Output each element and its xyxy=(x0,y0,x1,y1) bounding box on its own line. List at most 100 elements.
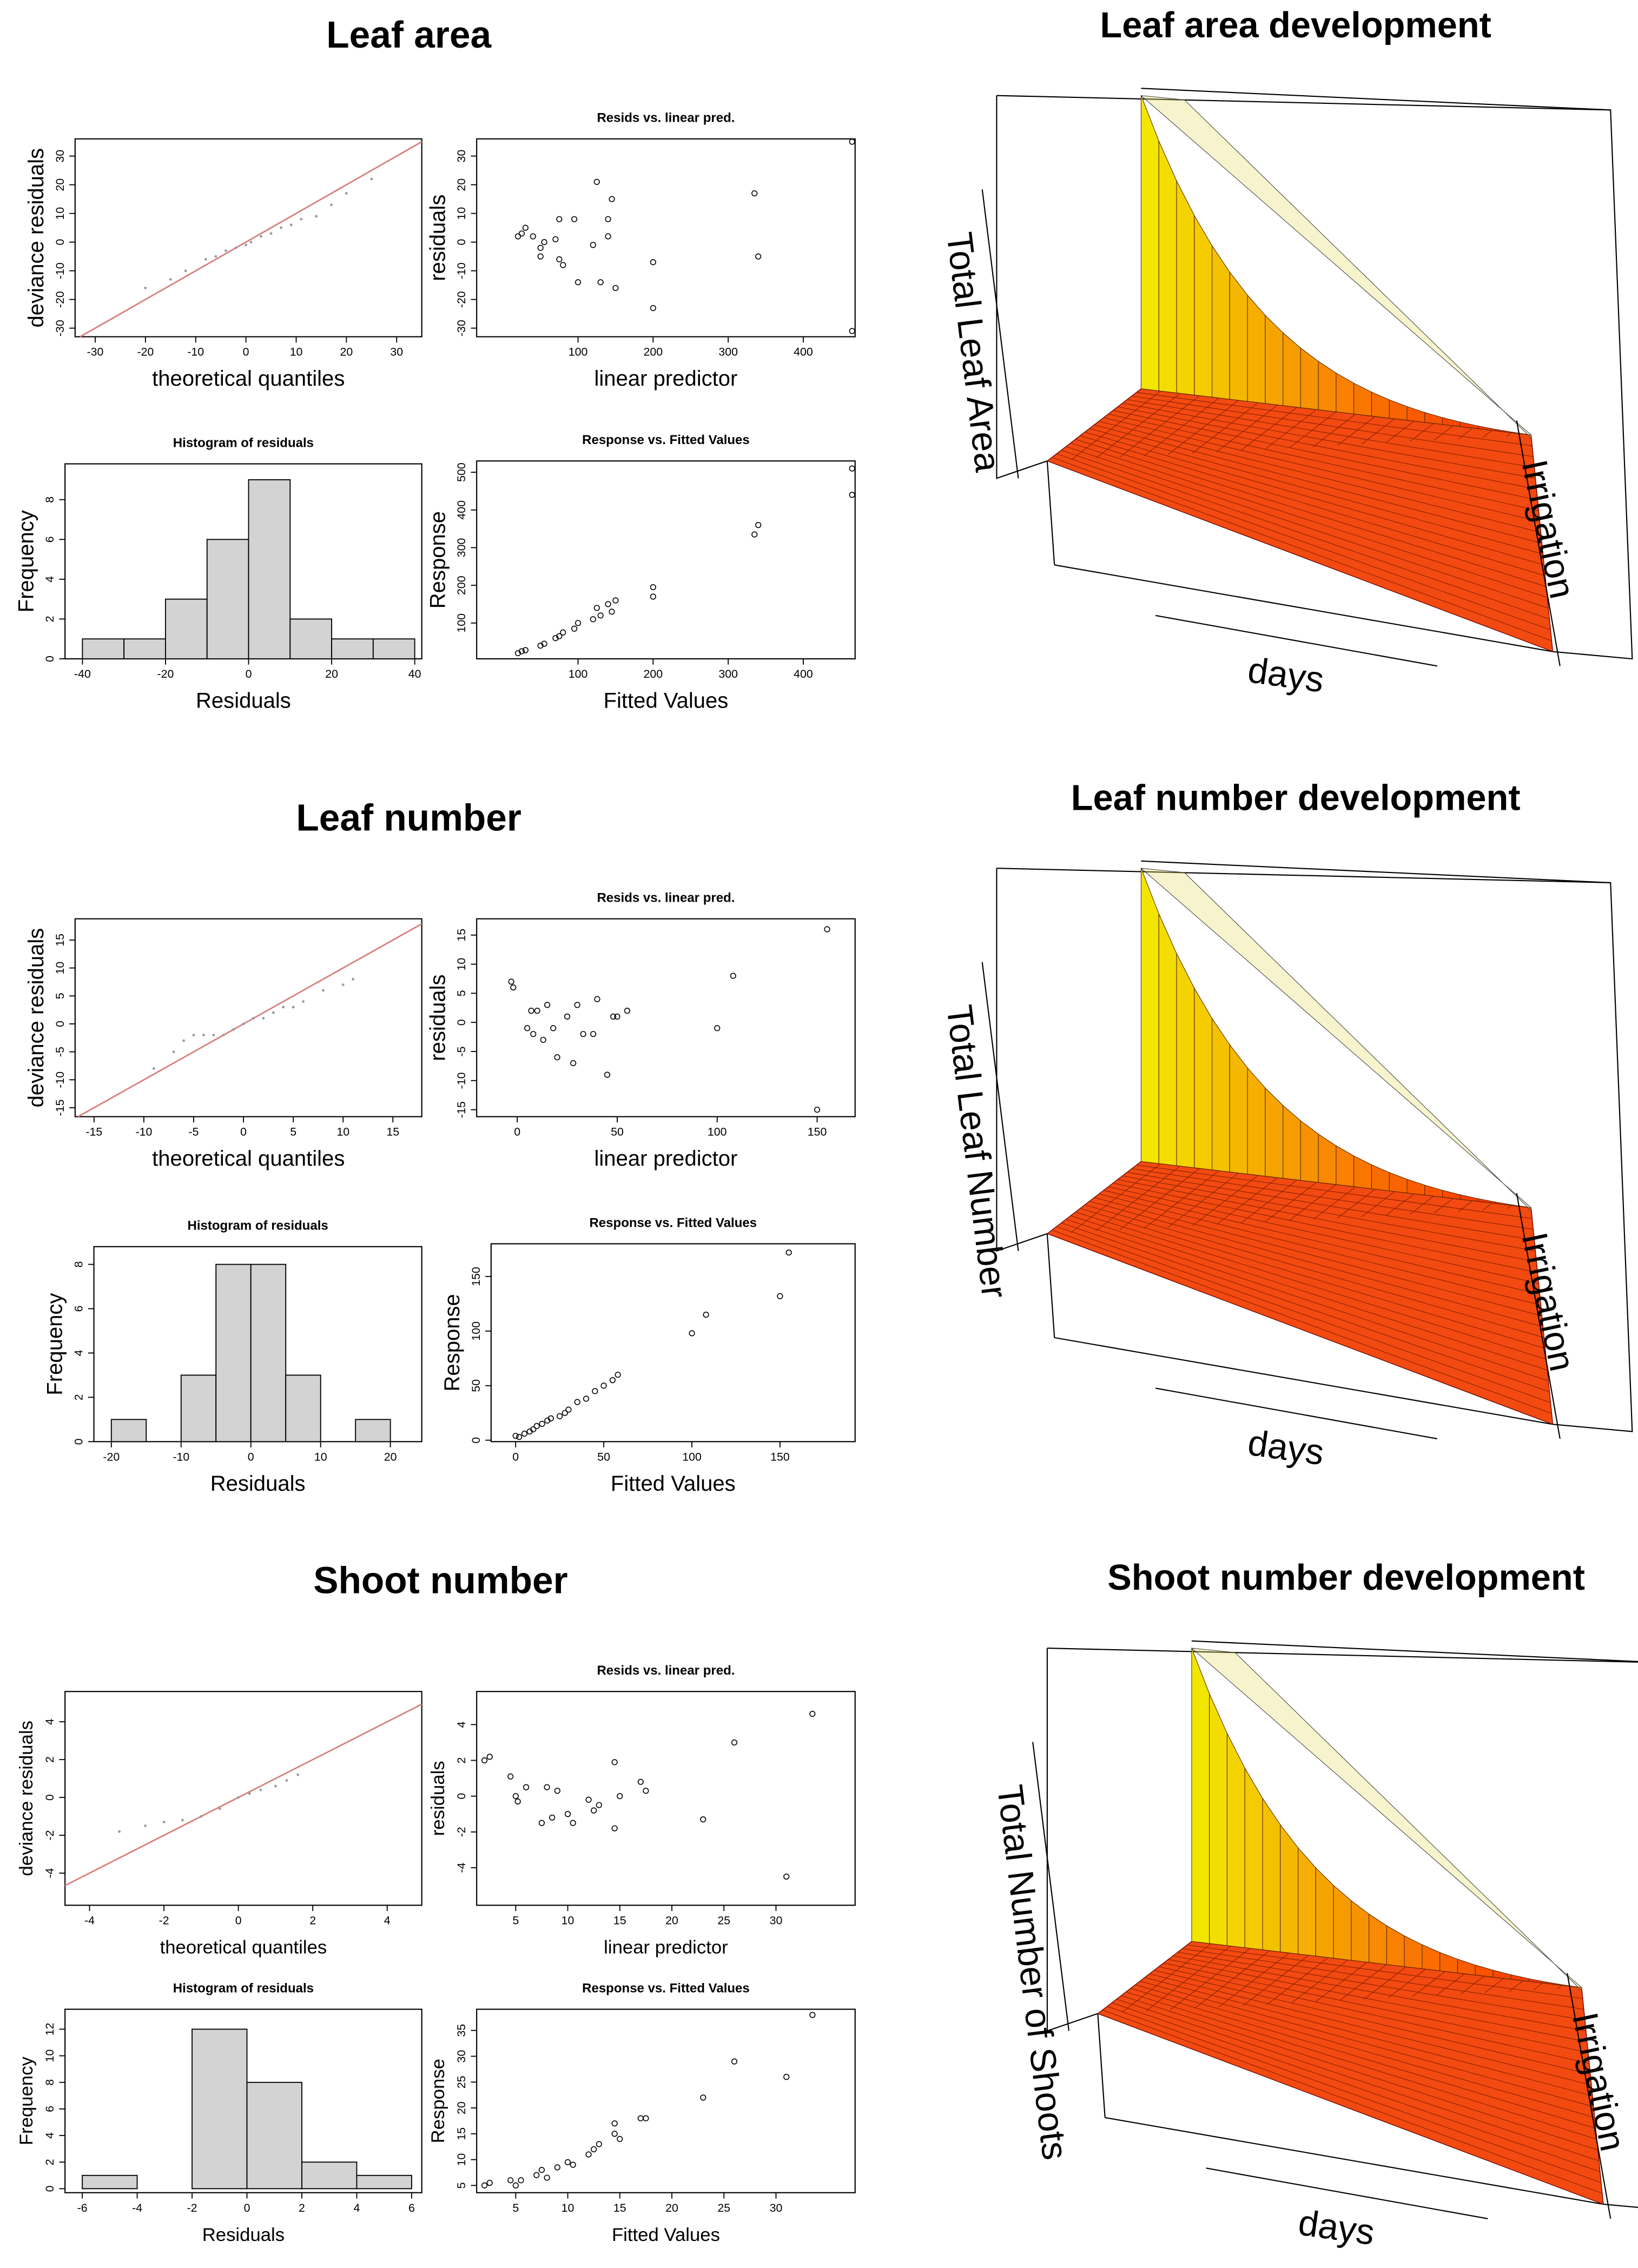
point xyxy=(539,1420,545,1427)
surface-mesh xyxy=(1121,1995,1599,2151)
box-edge xyxy=(1141,88,1611,111)
qq-point xyxy=(144,287,147,289)
surface-mesh xyxy=(1117,406,1537,490)
surface-strip xyxy=(1194,987,1213,1171)
qq-point xyxy=(330,203,333,207)
surface-mesh xyxy=(1052,1229,1552,1414)
qq-point xyxy=(249,241,253,244)
plot-box xyxy=(476,138,856,338)
surface-mesh xyxy=(1315,1962,1368,2002)
surface-strip xyxy=(1226,1733,1245,1948)
point xyxy=(809,1710,816,1717)
plot: 100 200 300 400 -30 -20 -10 0 10 20 30 Resids vs. l… xyxy=(426,111,856,391)
y-tick-label: 10 xyxy=(54,962,67,975)
point xyxy=(849,465,855,472)
surface-crest xyxy=(1191,1648,1582,1992)
point xyxy=(507,2177,514,2184)
surface-crest xyxy=(1140,868,1531,1212)
surface-mesh xyxy=(1117,1179,1537,1262)
point xyxy=(609,609,615,615)
qq-point xyxy=(222,1034,225,1036)
y-tick-label: 10 xyxy=(43,2049,56,2062)
surface-strip xyxy=(1513,432,1531,435)
point xyxy=(550,1025,557,1031)
surface-strip xyxy=(1336,372,1355,414)
plot-title: Histogram of residuals xyxy=(188,1219,328,1233)
qq-point xyxy=(182,1039,185,1042)
surface-mesh xyxy=(1182,1948,1584,2010)
surface-mesh xyxy=(1108,413,1539,511)
surface-strip xyxy=(1371,392,1390,419)
point xyxy=(617,2135,623,2143)
surface-mesh xyxy=(1216,1177,1278,1225)
hist-bar xyxy=(215,1264,252,1443)
point xyxy=(565,1406,572,1413)
surface-title: Leaf number development xyxy=(1071,778,1521,818)
hist-bar xyxy=(372,638,415,659)
x-tick-label: 0 xyxy=(244,2201,250,2214)
point xyxy=(534,1008,540,1014)
surface-mesh xyxy=(1089,1201,1543,1327)
point xyxy=(574,279,582,286)
x-axis-label: Fitted Values xyxy=(604,689,729,713)
surface-mesh xyxy=(1066,1219,1549,1381)
x-tick-label: 20 xyxy=(340,346,353,359)
surface-strip xyxy=(1318,361,1337,413)
qq-point xyxy=(262,1017,265,1020)
surface-mesh xyxy=(1170,1948,1251,2010)
surface-strip xyxy=(1212,244,1230,400)
point xyxy=(518,2177,524,2184)
point xyxy=(556,216,563,222)
x-tick-label: 25 xyxy=(717,2201,730,2214)
y-tick-label: -2 xyxy=(43,1830,56,1840)
x-axis-label: Fitted Values xyxy=(612,2225,720,2245)
hist-bar xyxy=(82,638,125,659)
qq-point xyxy=(341,983,345,986)
point xyxy=(481,2182,488,2188)
x-tick-label: 2 xyxy=(309,1914,316,1927)
hist-bar xyxy=(356,2174,412,2190)
surface-mesh xyxy=(1507,432,1512,437)
y-tick-label: 4 xyxy=(43,576,56,583)
y-tick-label: -5 xyxy=(54,1047,67,1057)
y-tick-label: 12 xyxy=(43,2023,56,2036)
y-tick-label: 4 xyxy=(455,1721,468,1728)
y-tick-label: -15 xyxy=(54,1099,67,1116)
section-title: Leaf area xyxy=(326,14,492,56)
point xyxy=(518,230,525,237)
x-tick-label: 0 xyxy=(514,1125,520,1138)
point xyxy=(593,178,600,185)
surface-strip xyxy=(1297,1847,1316,1956)
point xyxy=(512,1793,519,1800)
y-tick-label: 0 xyxy=(43,656,56,662)
x-axis-label: Residuals xyxy=(196,689,291,713)
y-tick-label: 0 xyxy=(54,1021,67,1027)
box-edge xyxy=(1097,2013,1106,2118)
point xyxy=(574,1399,580,1405)
qq-point xyxy=(234,246,237,249)
point xyxy=(824,926,830,933)
point xyxy=(554,1788,560,1794)
y-tick-label: -10 xyxy=(54,262,67,279)
point xyxy=(564,1013,571,1020)
box-edge xyxy=(1054,564,1553,652)
surface-mesh xyxy=(1163,1962,1588,2053)
point xyxy=(523,1784,530,1790)
axis-arrow xyxy=(1516,420,1561,666)
surface-mesh xyxy=(1159,1966,1589,2064)
point xyxy=(557,1413,563,1419)
x-axis-label: theoretical quantiles xyxy=(152,367,345,391)
qq-point xyxy=(272,1011,275,1014)
x-tick-label: 10 xyxy=(290,346,303,359)
qq-point xyxy=(260,235,262,238)
y-tick-label: 4 xyxy=(43,2132,56,2139)
qq-point xyxy=(181,1819,184,1822)
surface-mesh xyxy=(1507,1205,1512,1209)
y-tick-label: -10 xyxy=(455,262,468,279)
x-tick-label: -30 xyxy=(87,346,104,359)
x-axis-label: Fitted Values xyxy=(611,1472,736,1496)
x-tick-label: 20 xyxy=(325,667,338,680)
x-tick-label: 50 xyxy=(611,1125,624,1138)
hist-bar xyxy=(250,1264,287,1443)
surface-mesh xyxy=(1080,435,1545,576)
